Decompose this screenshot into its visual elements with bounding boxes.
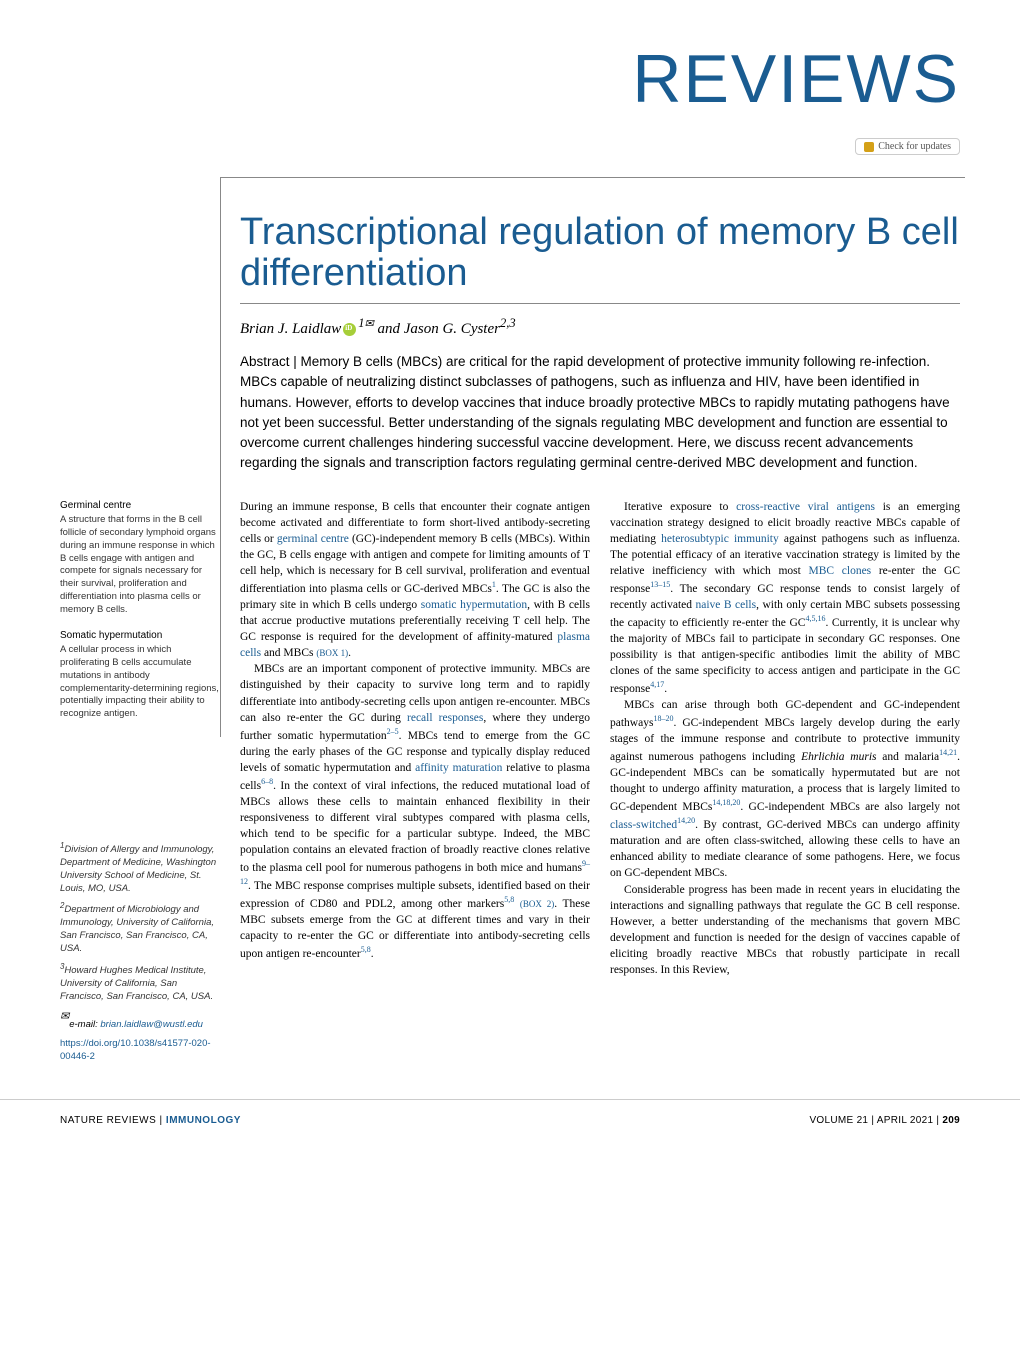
glossary-definition: A structure that forms in the B cell fol… (60, 514, 220, 617)
box-reference[interactable]: (BOX 2) (520, 899, 554, 909)
citation[interactable]: 2–5 (387, 727, 399, 736)
species-name: Ehrlichia muris (801, 751, 876, 763)
footer-brand: IMMUNOLOGY (166, 1115, 241, 1126)
inline-term: somatic hypermutation (421, 599, 527, 611)
check-updates-button[interactable]: Check for updates (855, 138, 960, 155)
footer-prefix: NATURE REVIEWS | (60, 1115, 166, 1126)
citation[interactable]: 6–8 (261, 777, 273, 786)
doi-link[interactable]: https://doi.org/10.1038/s41577-020-00446… (60, 1038, 220, 1064)
citation[interactable]: 14,21 (939, 748, 957, 757)
glossary-definition: A cellular process in which proliferatin… (60, 644, 220, 721)
glossary-item: Somatic hypermutation A cellular process… (60, 629, 220, 721)
update-text: Check for updates (878, 141, 951, 152)
citation[interactable]: 13–15 (650, 580, 670, 589)
inline-term: germinal centre (277, 533, 349, 545)
affiliation: 3Howard Hughes Medical Institute, Univer… (60, 962, 220, 1004)
divider-top (220, 177, 965, 178)
divider-left (220, 177, 221, 737)
box-reference[interactable]: (BOX 1) (316, 648, 348, 658)
body-column-1: During an immune response, B cells that … (240, 499, 590, 1064)
page-number: 209 (942, 1115, 960, 1126)
citation[interactable]: 18–20 (653, 714, 673, 723)
envelope-icon: ✉ (365, 318, 374, 330)
author-2-affil: 2,3 (500, 316, 516, 330)
citation[interactable]: 5,8 (504, 895, 514, 904)
email-label: e-mail: (69, 1019, 100, 1030)
paragraph: During an immune response, B cells that … (240, 499, 590, 662)
citation[interactable]: 4,17 (650, 680, 664, 689)
abstract-block: Abstract | Memory B cells (MBCs) are cri… (240, 352, 960, 474)
authors-line: Brian J. Laidlaw1✉ and Jason G. Cyster2,… (240, 316, 960, 338)
author-2: Jason G. Cyster (404, 321, 500, 337)
affil-text: Division of Allergy and Immunology, Depa… (60, 844, 216, 893)
citation[interactable]: 5,8 (361, 945, 371, 954)
affiliation: 1Division of Allergy and Immunology, Dep… (60, 841, 220, 895)
glossary-term: Germinal centre (60, 499, 220, 513)
sidebar-column: Germinal centre A structure that forms i… (60, 499, 220, 1064)
citation[interactable]: 14,18,20 (712, 798, 740, 807)
inline-term: cross-reactive viral antigens (736, 501, 875, 513)
inline-term: heterosubtypic immunity (661, 533, 779, 545)
affiliation: 2Department of Microbiology and Immunolo… (60, 901, 220, 955)
body-column-2: Iterative exposure to cross-reactive vir… (610, 499, 960, 1064)
journal-category: REVIEWS (60, 40, 960, 118)
page-footer: NATURE REVIEWS | IMMUNOLOGY VOLUME 21 | … (0, 1099, 1020, 1151)
corresponding-email: ✉e-mail: brian.laidlaw@wustl.edu (60, 1009, 220, 1032)
and-separator: and (374, 321, 404, 337)
main-content: Transcriptional regulation of memory B c… (0, 167, 1020, 1084)
citation[interactable]: 4,5,16 (805, 614, 825, 623)
glossary-term: Somatic hypermutation (60, 629, 220, 643)
body-columns: During an immune response, B cells that … (240, 499, 960, 1064)
inline-term: recall responses (407, 712, 483, 724)
paragraph: MBCs are an important component of prote… (240, 661, 590, 962)
envelope-icon: ✉ (60, 1010, 69, 1022)
body-section: Germinal centre A structure that forms i… (60, 499, 960, 1064)
glossary-item: Germinal centre A structure that forms i… (60, 499, 220, 617)
paragraph: Considerable progress has been made in r… (610, 882, 960, 979)
inline-term: affinity maturation (415, 762, 502, 774)
affil-text: Department of Microbiology and Immunolog… (60, 905, 214, 954)
orcid-icon[interactable] (343, 323, 356, 336)
abstract-label: Abstract | (240, 354, 301, 369)
inline-term: class-switched (610, 819, 677, 831)
citation[interactable]: 14,20 (677, 816, 695, 825)
volume-text: VOLUME 21 | APRIL 2021 | (809, 1115, 942, 1126)
author-1: Brian J. Laidlaw (240, 321, 341, 337)
affiliations-block: 1Division of Allergy and Immunology, Dep… (60, 841, 220, 1064)
abstract-text: Memory B cells (MBCs) are critical for t… (240, 354, 950, 470)
article-title: Transcriptional regulation of memory B c… (240, 212, 960, 305)
footer-journal: NATURE REVIEWS | IMMUNOLOGY (60, 1115, 241, 1126)
paragraph: MBCs can arise through both GC-dependent… (610, 697, 960, 881)
footer-volume: VOLUME 21 | APRIL 2021 | 209 (809, 1115, 960, 1126)
inline-term: naive B cells (696, 599, 757, 611)
email-link[interactable]: brian.laidlaw@wustl.edu (100, 1019, 203, 1030)
update-bar: Check for updates (0, 138, 1020, 167)
doi-text: https://doi.org/10.1038/s41577-020-00446… (60, 1038, 211, 1062)
inline-term: MBC clones (809, 565, 872, 577)
affil-text: Howard Hughes Medical Institute, Univers… (60, 965, 213, 1002)
page-header: REVIEWS (0, 0, 1020, 138)
paragraph: Iterative exposure to cross-reactive vir… (610, 499, 960, 698)
bookmark-icon (864, 142, 874, 152)
article-header-block: Transcriptional regulation of memory B c… (240, 187, 960, 474)
